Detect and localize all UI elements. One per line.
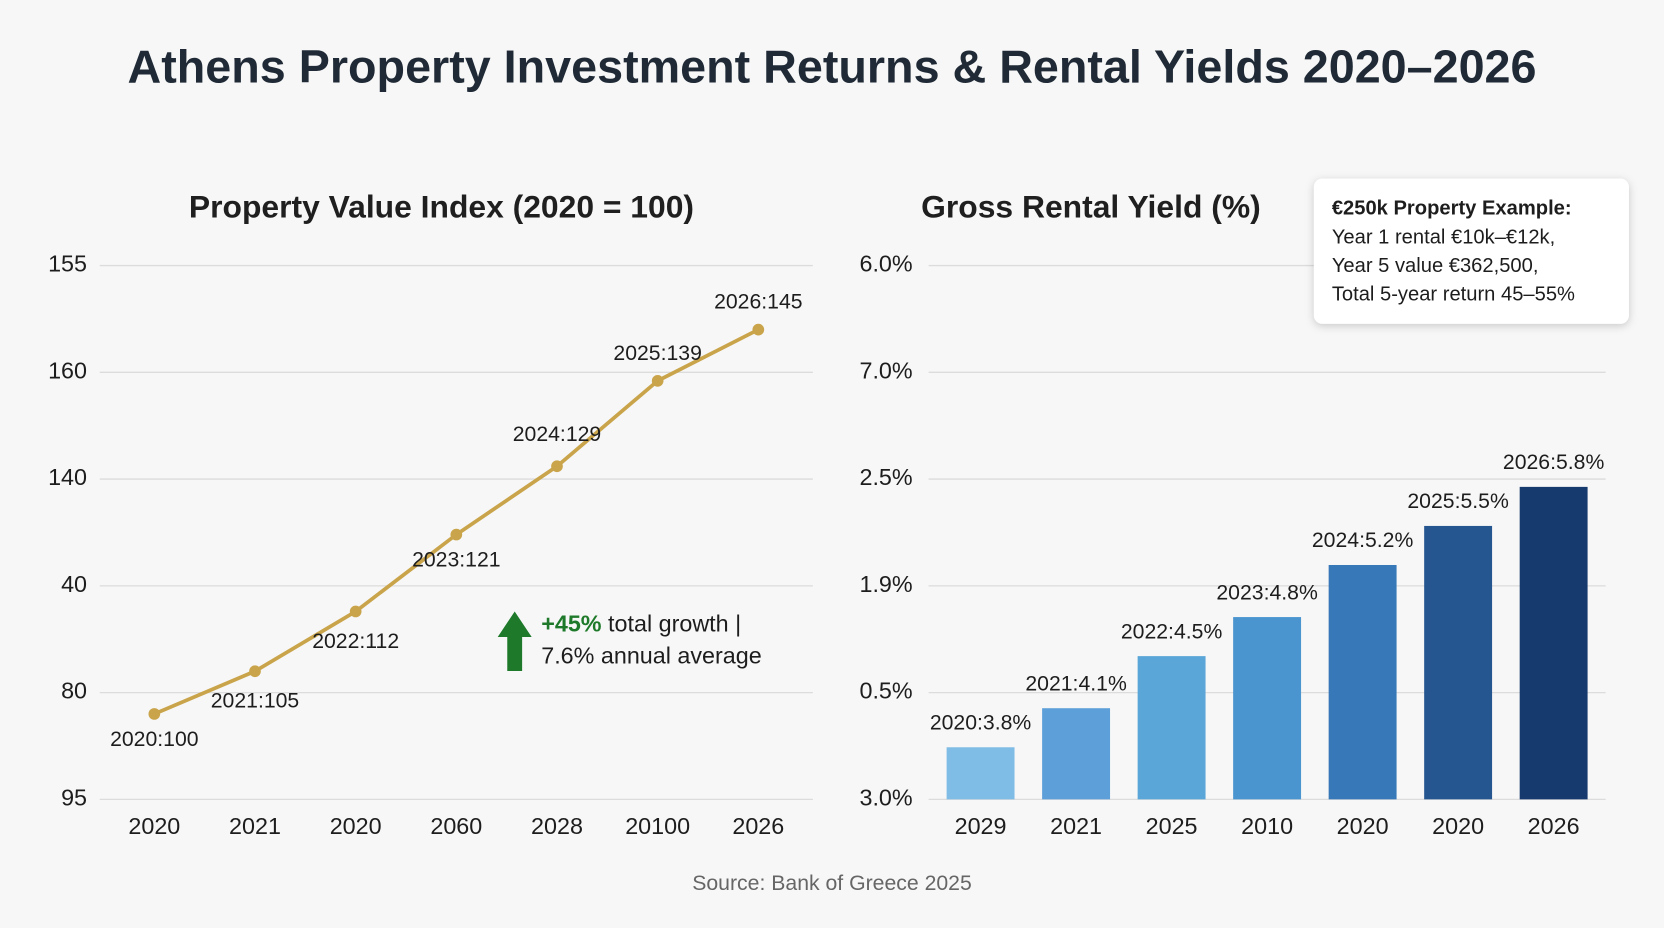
data-label: 2023:4.8% bbox=[1216, 581, 1318, 604]
y-tick-label: 40 bbox=[61, 571, 87, 597]
data-label: 2022:112 bbox=[312, 630, 399, 653]
callout: €250k Property Example: Year 1 rental €1… bbox=[1313, 178, 1629, 324]
page-title: Athens Property Investment Returns & Ren… bbox=[128, 41, 1537, 93]
x-tick-label: 2010 bbox=[1241, 813, 1293, 839]
data-label: 2026:5.8% bbox=[1503, 451, 1605, 474]
y-tick-label: 0.5% bbox=[859, 678, 912, 704]
x-tick-label: 2026 bbox=[1528, 813, 1580, 839]
y-tick-label: 3.0% bbox=[859, 785, 912, 811]
y-tick-label: 155 bbox=[48, 251, 87, 277]
point bbox=[148, 708, 161, 720]
callout-line: Year 1 rental €10k–€12k, bbox=[1332, 226, 1555, 248]
bar bbox=[1519, 486, 1588, 800]
y-tick-label: 140 bbox=[48, 464, 87, 490]
growth-annotation: +45% total growth | 7.6% annual average bbox=[497, 610, 762, 671]
point bbox=[349, 605, 362, 618]
bar bbox=[1233, 617, 1302, 800]
bar bbox=[1328, 564, 1397, 800]
point bbox=[249, 665, 261, 678]
callout-line: Year 5 value €362,500, bbox=[1332, 255, 1539, 277]
chart-title: Property Value Index (2020 = 100) bbox=[189, 189, 694, 225]
chart-title: Gross Rental Yield (%) bbox=[921, 189, 1261, 225]
point bbox=[450, 528, 463, 541]
x-tick-label: 2028 bbox=[531, 813, 583, 839]
point bbox=[551, 460, 563, 473]
x-tick-label: 2020 bbox=[1432, 813, 1484, 839]
data-label: 2026:145 bbox=[714, 291, 803, 314]
y-tick-label: 1.9% bbox=[859, 571, 912, 597]
annotation-highlight: +45% bbox=[541, 610, 602, 636]
data-label: 2020:100 bbox=[110, 728, 199, 751]
data-label: 2021:4.1% bbox=[1025, 672, 1127, 695]
y-tick-label: 160 bbox=[48, 357, 87, 383]
bar bbox=[1137, 656, 1206, 800]
annotation-text: +45% total growth | bbox=[541, 610, 741, 636]
x-tick-label: 2021 bbox=[229, 813, 281, 839]
x-tick-label: 2020 bbox=[1337, 813, 1389, 839]
data-label: 2025:139 bbox=[613, 342, 702, 365]
x-tick-label: 20100 bbox=[625, 813, 690, 839]
y-tick-label: 7.0% bbox=[859, 357, 912, 383]
data-label: 2020:3.8% bbox=[930, 712, 1032, 735]
x-tick-label: 2060 bbox=[430, 813, 482, 839]
bar bbox=[946, 747, 1015, 800]
callout-title: €250k Property Example: bbox=[1332, 198, 1572, 220]
data-label: 2021:105 bbox=[211, 690, 300, 713]
data-label: 2022:4.5% bbox=[1121, 620, 1223, 643]
annotation-text: total growth | bbox=[608, 610, 741, 636]
data-label: 2023:121 bbox=[412, 549, 501, 572]
point bbox=[752, 323, 765, 336]
x-tick-label: 2020 bbox=[128, 813, 180, 839]
callout-box bbox=[1313, 178, 1629, 324]
data-label: 2024:5.2% bbox=[1312, 529, 1414, 552]
point bbox=[651, 375, 664, 387]
callout-line: Total 5-year return 45–55% bbox=[1332, 284, 1575, 306]
x-tick-label: 2021 bbox=[1050, 813, 1102, 839]
x-tick-label: 2029 bbox=[955, 813, 1007, 839]
y-tick-label: 80 bbox=[61, 678, 87, 704]
y-tick-label: 6.0% bbox=[859, 251, 912, 277]
x-tick-label: 2025 bbox=[1146, 813, 1198, 839]
x-tick-label: 2026 bbox=[732, 813, 784, 839]
bar bbox=[1424, 525, 1493, 800]
data-label: 2025:5.5% bbox=[1407, 490, 1509, 513]
y-tick-label: 95 bbox=[61, 785, 87, 811]
x-tick-label: 2020 bbox=[330, 813, 382, 839]
data-label: 2024:129 bbox=[513, 423, 602, 446]
bar bbox=[1042, 708, 1111, 800]
y-tick-label: 2.5% bbox=[859, 464, 912, 490]
source: Source: Bank of Greece 2025 bbox=[692, 872, 972, 895]
annotation-text: 7.6% annual average bbox=[541, 642, 762, 668]
up-arrow bbox=[497, 611, 532, 671]
